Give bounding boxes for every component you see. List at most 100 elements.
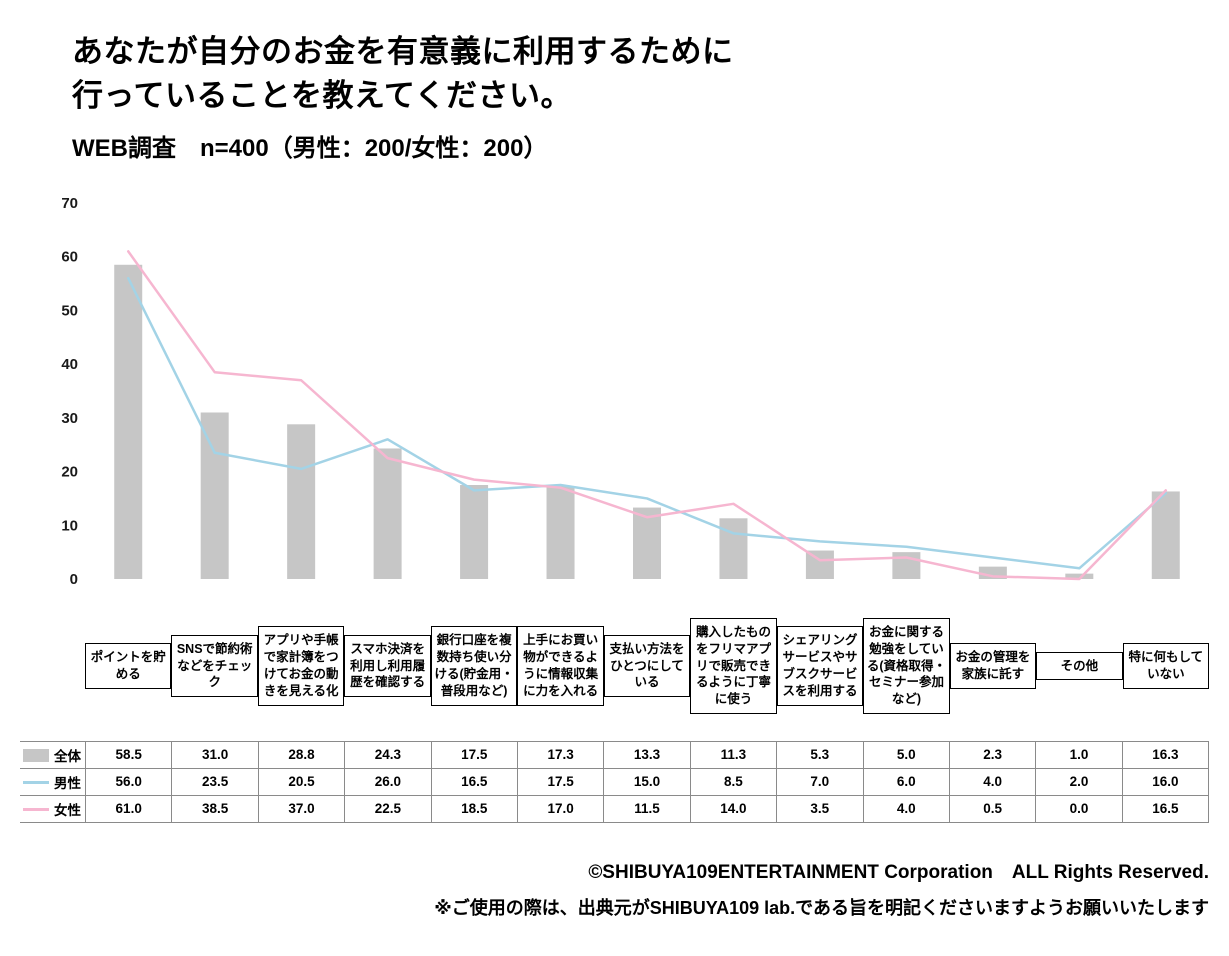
combo-bar-line-chart: 0 10 20 30 40 50 60 70: [61, 195, 1180, 588]
category-label-cell: アプリや手帳で家計簿をつけてお金の動きを見える化: [257, 591, 345, 741]
category-label-row: ポイントを貯める SNSで節約術などをチェック アプリや手帳で家計簿をつけてお金の動…: [85, 591, 1210, 741]
bar-overall: [460, 485, 489, 580]
table-cell: 5.0: [862, 742, 949, 769]
survey-subtitle: WEB調査 n=400（男性：200/女性：200）: [72, 135, 548, 163]
table-cell: 11.3: [689, 742, 776, 769]
bar-overall: [287, 424, 316, 580]
table-cell: 1.0: [1035, 742, 1121, 769]
table-cell: 61.0: [85, 796, 171, 823]
category-label: お金の管理を家族に託す: [949, 643, 1037, 689]
y-axis-tick: 50: [61, 302, 78, 319]
table-cell: 38.5: [171, 796, 257, 823]
page-title: あなたが自分のお金を有意義に利用するために 行っていることを教えてください。: [72, 30, 1229, 118]
category-label: 上手にお買い物ができるように情報収集に力を入れる: [517, 626, 604, 706]
category-label-cell: ポイントを貯める: [85, 591, 172, 741]
table-cell: 11.5: [603, 796, 689, 823]
series-name: 女性: [54, 803, 81, 819]
category-label: SNSで節約術などをチェック: [171, 634, 258, 698]
table-cell: 5.3: [776, 742, 862, 769]
category-label-cell: 銀行口座を複数持ち使い分ける(貯金用・普段用など): [430, 591, 518, 741]
line-female: [126, 250, 1168, 581]
table-cell: 16.5: [430, 769, 517, 796]
category-label: スマホ決済を利用し利用履歴を確認する: [344, 634, 431, 698]
bar-overall: [719, 518, 748, 580]
line-male: [126, 276, 1168, 570]
page-title-line1: あなたが自分のお金を有意義に利用するために: [72, 34, 734, 69]
category-label-cell: SNSで節約術などをチェック: [171, 591, 258, 741]
bar-overall: [633, 507, 661, 580]
legend-row-header-male: 男性: [20, 769, 85, 795]
y-axis-tick: 40: [61, 356, 78, 373]
bar-overall: [1151, 491, 1180, 580]
y-axis-tick: 70: [61, 195, 78, 212]
series-name: 全体: [54, 749, 81, 765]
bar-overall: [200, 412, 229, 580]
table-row-male: 男性 56.0 23.5 20.5 26.0 16.5 17.5 15.0 8.5 7.0 6.0 4…: [20, 769, 1210, 797]
category-label-cell: 購入したものをフリマアプリで販売できるように丁寧に使う: [690, 591, 777, 741]
y-axis-tick: 10: [61, 517, 78, 534]
usage-note-text: ※ご使用の際は、出典元がSHIBUYA109 lab.である旨を明記くださいます…: [434, 898, 1209, 919]
table-row-overall: 全体 58.5 31.0 28.8 24.3 17.5 17.3 13.3 11.3 5.3 5.0…: [20, 742, 1210, 770]
category-label-cell: その他: [1036, 591, 1123, 741]
table-cell: 26.0: [344, 769, 430, 796]
category-label-cell: シェアリングサービスやサブスクサービスを利用する: [776, 591, 864, 741]
category-label: 購入したものをフリマアプリで販売できるように丁寧に使う: [690, 617, 777, 715]
table-cell: 16.5: [1121, 796, 1210, 823]
table-cell: 2.0: [1035, 769, 1121, 796]
table-cell: 28.8: [257, 742, 344, 769]
table-cell: 0.5: [948, 796, 1035, 823]
table-cell: 24.3: [344, 742, 430, 769]
category-label-cell: お金の管理を家族に託す: [949, 591, 1037, 741]
table-cell: 20.5: [257, 769, 344, 796]
table-cell: 2.3: [948, 742, 1035, 769]
category-label-cell: お金に関する勉強をしている(資格取得・セミナー参加など): [863, 591, 950, 741]
table-cell: 18.5: [430, 796, 517, 823]
legend-female-swatch: [23, 807, 49, 811]
table-cell: 23.5: [171, 769, 257, 796]
table-cell: 4.0: [948, 769, 1035, 796]
bar-overall: [892, 552, 921, 580]
legend-male-swatch: [23, 780, 49, 784]
legend-row-header-female: 女性: [20, 796, 85, 822]
category-label: 特に何もしていない: [1122, 643, 1210, 689]
legend-row-header-overall: 全体: [20, 742, 85, 768]
category-label: 支払い方法をひとつにしている: [603, 634, 691, 698]
table-cell: 31.0: [171, 742, 257, 769]
table-cell: 8.5: [689, 769, 776, 796]
table-cell: 16.3: [1121, 742, 1210, 769]
bar-overall: [373, 448, 402, 580]
category-label: 銀行口座を複数持ち使い分ける(貯金用・普段用など): [430, 626, 518, 706]
y-axis-tick: 60: [61, 249, 78, 266]
y-axis-tick: 30: [61, 410, 78, 427]
category-label: アプリや手帳で家計簿をつけてお金の動きを見える化: [257, 626, 345, 706]
table-cell: 7.0: [776, 769, 862, 796]
data-table: 全体 58.5 31.0 28.8 24.3 17.5 17.3 13.3 11.3 5.3 5.0…: [20, 741, 1210, 824]
table-cell: 22.5: [344, 796, 430, 823]
table-row-female: 女性 61.0 38.5 37.0 22.5 18.5 17.0 11.5 14.0 3.5 4.0…: [20, 796, 1210, 824]
table-cell: 17.5: [430, 742, 517, 769]
copyright-text: ©SHIBUYA109ENTERTAINMENT Corporation ALL…: [588, 862, 1209, 884]
footer: ©SHIBUYA109ENTERTAINMENT Corporation ALL…: [0, 857, 1229, 920]
table-cell: 56.0: [85, 769, 171, 796]
table-cell: 37.0: [257, 796, 344, 823]
bar-overall: [114, 264, 143, 580]
table-cell: 14.0: [689, 796, 776, 823]
bar-overall: [546, 486, 575, 580]
category-label-cell: 上手にお買い物ができるように情報収集に力を入れる: [517, 591, 604, 741]
page-title-line2: 行っていることを教えてください。: [72, 78, 572, 114]
table-cell: 17.5: [516, 769, 603, 796]
category-label-cell: 支払い方法をひとつにしている: [603, 591, 691, 741]
y-axis-tick: 0: [70, 571, 78, 588]
table-cell: 17.0: [516, 796, 603, 823]
table-cell: 0.0: [1035, 796, 1121, 823]
category-label-cell: 特に何もしていない: [1122, 591, 1210, 741]
legend-overall-swatch: [23, 748, 49, 762]
bar-overall: [1065, 573, 1094, 580]
series-name: 男性: [54, 776, 81, 792]
table-cell: 58.5: [85, 742, 171, 769]
table-cell: 6.0: [862, 769, 949, 796]
category-label-cell: スマホ決済を利用し利用履歴を確認する: [344, 591, 431, 741]
y-axis-tick: 20: [61, 464, 78, 481]
table-cell: 15.0: [603, 769, 689, 796]
